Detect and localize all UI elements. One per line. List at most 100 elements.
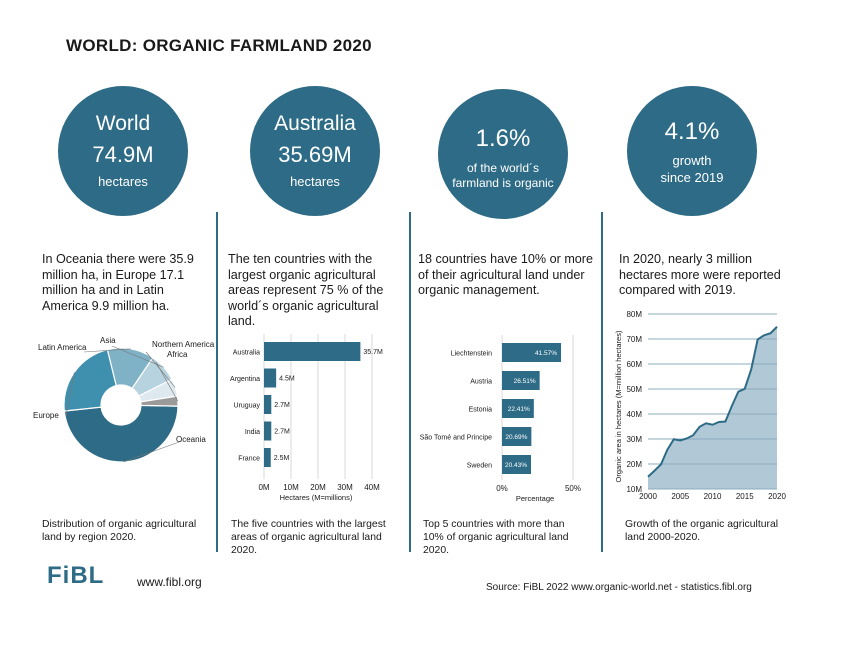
- category-label: Uruguay: [234, 403, 261, 410]
- donut-label: Africa: [167, 350, 188, 359]
- fibl-logo: FiBL: [47, 562, 105, 589]
- circle-subline: farmland is organic: [452, 176, 554, 190]
- australia-total-circle: Australia 35.69M hectares: [250, 86, 380, 216]
- circle-value: 4.1%: [664, 118, 720, 145]
- caption-regions: Distribution of organic agricultural lan…: [42, 519, 197, 543]
- donut-label: Latin America: [38, 343, 87, 352]
- category-label: Liechtenstein: [451, 351, 492, 358]
- x-tick-label: 2005: [671, 492, 689, 501]
- y-tick-label: 20M: [626, 460, 642, 469]
- share-bar-chart: 0% 50% Liechtenstein 41.57% Austria 26.51% Est…: [420, 335, 581, 503]
- category-label: Argentina: [230, 376, 260, 383]
- region-donut-chart: Oceania Europe Latin America Asia Northern A…: [33, 336, 215, 463]
- area-fill: [648, 326, 777, 489]
- circle-unit: hectares: [98, 174, 148, 189]
- category-label: France: [238, 456, 260, 463]
- bar: [264, 448, 271, 467]
- category-label: India: [245, 429, 260, 436]
- circle-heading: Australia: [274, 112, 356, 135]
- donut-leader-line: [155, 361, 179, 402]
- y-tick-label: 60M: [626, 360, 642, 369]
- y-tick-label: 70M: [626, 335, 642, 344]
- bar: [264, 395, 272, 414]
- y-tick-label: 80M: [626, 310, 642, 319]
- bar: [264, 368, 277, 388]
- world-share-circle: 1.6% of the world´s farmland is organic: [438, 89, 568, 219]
- source-note: Source: FiBL 2022 www.organic-world.net …: [486, 582, 752, 593]
- bar: [502, 399, 534, 418]
- data-label: 20.43%: [505, 462, 527, 469]
- caption-share: Top 5 countries with more than 10% of or…: [423, 519, 569, 556]
- x-tick-label: 2020: [768, 492, 786, 501]
- donut-label: Oceania: [176, 435, 206, 444]
- bar: [264, 342, 361, 361]
- circle-subline: growth: [672, 153, 712, 168]
- intro-text-top-countries: The ten countries with the largest organ…: [228, 252, 384, 328]
- data-label: 26.51%: [514, 378, 536, 385]
- data-label: 2.7M: [274, 429, 290, 436]
- growth-area-chart: 10M 20M 30M 40M 50M 60M 70M 80M 2000 2005 2010 2015…: [614, 310, 786, 501]
- donut-label: Northern America: [152, 340, 215, 349]
- x-tick-label: 2015: [736, 492, 754, 501]
- y-tick-label: 50M: [626, 385, 642, 394]
- column-divider: [601, 212, 603, 552]
- bar: [502, 455, 532, 474]
- category-label: São Tomé and Principe: [420, 435, 492, 442]
- intro-text-regions: In Oceania there were 35.9 million ha, i…: [42, 252, 194, 313]
- bar: [502, 427, 532, 446]
- column-divider: [216, 212, 218, 552]
- y-tick-label: 40M: [626, 410, 642, 419]
- donut-label: Asia: [100, 336, 116, 345]
- x-tick-label: 40M: [364, 483, 380, 492]
- x-tick-label: 50%: [565, 484, 581, 493]
- caption-growth: Growth of the organic agricultural land …: [625, 519, 779, 543]
- donut-slice-europe: [63, 348, 117, 412]
- category-label: Austria: [470, 379, 492, 386]
- circle-subline: of the world´s: [466, 161, 540, 175]
- category-label: Australia: [233, 350, 260, 357]
- donut-leader-line: [111, 345, 164, 368]
- circle-heading: World: [95, 112, 151, 135]
- y-axis-label: Organic area in hectares (M=million hect…: [614, 330, 623, 482]
- circle-subline: since 2019: [660, 170, 724, 185]
- donut-leader-line: [65, 372, 75, 417]
- data-label: 22.41%: [508, 406, 530, 413]
- donut-slice-oceania: [63, 404, 179, 463]
- donut-leader-line: [123, 440, 183, 463]
- data-label: 20.69%: [505, 434, 527, 441]
- data-label: 2.5M: [274, 455, 290, 462]
- data-label: 4.5M: [279, 376, 295, 383]
- growth-circle: 4.1% growth since 2019: [627, 86, 757, 216]
- y-tick-label: 30M: [626, 435, 642, 444]
- circle-value: 1.6%: [475, 125, 531, 152]
- data-label: 41.57%: [535, 350, 557, 357]
- bar: [502, 371, 540, 390]
- x-axis-label: Percentage: [516, 494, 554, 503]
- y-tick-label: 10M: [626, 485, 642, 494]
- x-tick-label: 30M: [337, 483, 353, 492]
- series-line: [647, 326, 778, 478]
- intro-text-share: 18 countries have 10% or more of their a…: [418, 252, 594, 297]
- intro-text-growth: In 2020, nearly 3 million hectares more …: [619, 252, 781, 297]
- x-tick-label: 2000: [639, 492, 657, 501]
- circle-unit: hectares: [290, 174, 340, 189]
- x-tick-label: 2010: [704, 492, 722, 501]
- website-link[interactable]: www.fibl.org: [137, 575, 202, 589]
- x-axis-label: Hectares (M=millions): [280, 493, 353, 502]
- circle-value: 74.9M: [92, 142, 154, 167]
- x-tick-label: 0%: [496, 484, 508, 493]
- world-total-circle: World 74.9M hectares: [58, 86, 188, 216]
- donut-slice-africa: [140, 395, 179, 407]
- category-label: Sweden: [467, 463, 492, 470]
- x-tick-label: 0M: [258, 483, 269, 492]
- data-label: 2.7M: [274, 402, 290, 409]
- x-tick-label: 20M: [310, 483, 326, 492]
- donut-leader-line: [83, 348, 131, 353]
- top-countries-bar-chart: 0M 10M 20M 30M 40M Australia 35.7M Argentina 4.5…: [230, 334, 383, 502]
- column-divider: [409, 212, 411, 552]
- donut-label: Europe: [33, 411, 59, 420]
- x-tick-label: 10M: [283, 483, 299, 492]
- caption-top-countries: The five countries with the largest area…: [231, 519, 386, 556]
- page-title: WORLD: ORGANIC FARMLAND 2020: [66, 36, 372, 55]
